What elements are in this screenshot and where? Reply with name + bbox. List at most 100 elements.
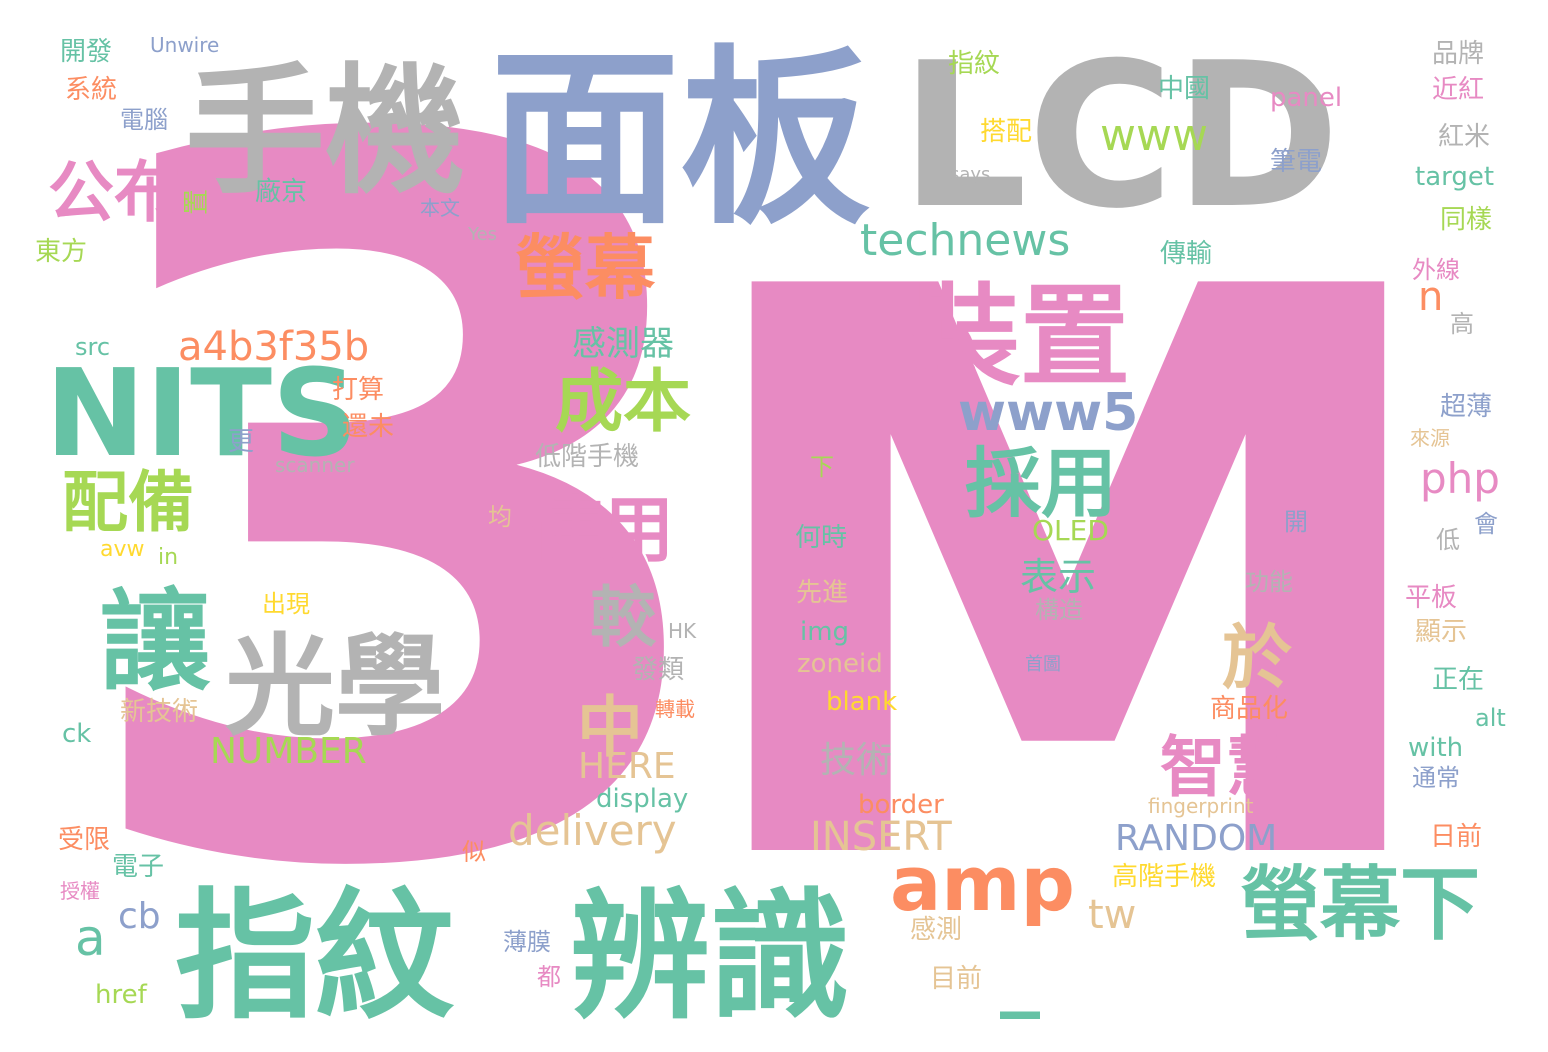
word-19: 配備: [62, 464, 194, 541]
word-85: 似: [462, 838, 486, 866]
word-95: target: [1415, 162, 1494, 192]
word-79: 薄膜: [503, 928, 551, 956]
word-7: 辨識: [570, 876, 850, 1039]
word-100: 來源: [1410, 426, 1450, 450]
word-9: 光學: [225, 623, 445, 751]
word-75: fingerprint: [1148, 794, 1254, 818]
word-32: HERE: [578, 746, 676, 787]
word-106: 平板: [1405, 583, 1457, 613]
word-105: 構造: [1035, 596, 1083, 624]
word-46: 置: [182, 189, 212, 215]
word-74: display: [596, 784, 688, 814]
word-12: 螢幕下: [1240, 858, 1480, 951]
word-28: delivery: [508, 806, 677, 855]
word-55: scanner: [275, 453, 355, 477]
word-88: 搭配: [980, 117, 1032, 147]
word-16: 成本: [555, 363, 691, 442]
word-58: 均: [488, 503, 512, 531]
word-18: 使用: [530, 488, 674, 572]
word-30: RANDOM: [1115, 818, 1277, 859]
word-6: 指紋: [175, 876, 455, 1039]
word-2: _: [1000, 926, 1040, 1019]
word-57: 下: [810, 453, 834, 481]
word-111: 通常: [1412, 764, 1460, 792]
word-67: 何時: [795, 523, 847, 553]
word-109: alt: [1475, 704, 1506, 732]
word-35: n: [1418, 274, 1443, 320]
word-110: with: [1408, 733, 1463, 763]
word-47: 本文: [420, 196, 460, 220]
word-97: 外線: [1412, 256, 1460, 284]
word-29: INSERT: [810, 814, 952, 860]
word-14: 公布: [48, 154, 180, 231]
word-101: 開: [1284, 508, 1308, 536]
word-59: avw: [100, 537, 145, 562]
word-108: 正在: [1432, 665, 1484, 695]
word-114: 首圖: [1025, 654, 1061, 675]
word-39: 表示: [1020, 555, 1096, 599]
word-51: src: [75, 333, 110, 361]
word-23: 中: [577, 689, 643, 766]
word-68: OLED: [1032, 514, 1109, 547]
word-40: 技術: [820, 740, 892, 781]
word-93: 近紅: [1432, 75, 1484, 105]
word-31: NUMBER: [210, 731, 367, 772]
word-45: 廠京: [255, 177, 307, 207]
word-64: HK: [668, 619, 697, 643]
word-90: 筆電: [1270, 147, 1322, 177]
word-66: 轉載: [655, 697, 695, 721]
word-77: 感測: [910, 915, 962, 945]
word-26: www: [1100, 110, 1208, 161]
word-38: 感測器: [572, 324, 674, 364]
word-103: 會: [1474, 510, 1498, 538]
word-92: 品牌: [1432, 39, 1484, 69]
word-94: 紅米: [1438, 122, 1490, 152]
word-70: img: [800, 617, 849, 647]
word-5: 手機: [185, 51, 465, 214]
word-36: a: [75, 909, 106, 967]
word-112: 日前: [1430, 822, 1482, 852]
word-63: 新技術: [120, 697, 198, 727]
word-27: a4b3f35b: [178, 324, 369, 370]
word-80: 都: [537, 963, 561, 991]
word-98: 高: [1450, 310, 1474, 338]
word-56: 低階手機: [535, 442, 639, 472]
word-96: 同樣: [1440, 205, 1492, 235]
word-3: 面板: [490, 29, 870, 250]
word-15: 螢幕: [515, 227, 656, 309]
word-17: 採用: [965, 439, 1117, 528]
word-53: 還未: [342, 412, 394, 442]
word-42: Unwire: [150, 33, 219, 57]
word-11: 裝置: [910, 273, 1130, 401]
word-81: href: [95, 980, 148, 1010]
word-13: amp: [890, 839, 1075, 928]
word-113: 商品化: [1210, 694, 1288, 724]
word-104: 功能: [1245, 568, 1293, 596]
word-10: 讓: [100, 578, 211, 706]
word-73: border: [858, 790, 944, 820]
word-83: 電子: [112, 852, 164, 882]
word-99: 超薄: [1440, 392, 1492, 422]
word-0: 3: [60, 0, 742, 1052]
word-52: 打算: [332, 375, 384, 405]
word-71: zoneid: [797, 649, 883, 679]
word-61: 出現: [262, 590, 310, 618]
word-87: 中國: [1158, 74, 1210, 104]
word-25: technews: [860, 215, 1070, 266]
word-50: 東方: [35, 237, 87, 267]
word-107: 顯示: [1415, 617, 1467, 647]
word-4: LCD: [900, 20, 1340, 253]
word-44: 電腦: [120, 106, 168, 134]
word-102: 低: [1436, 526, 1460, 554]
word-78: 目前: [930, 964, 982, 994]
word-24: www5: [958, 383, 1138, 443]
word-37: cb: [118, 896, 161, 937]
word-49: says: [950, 164, 990, 185]
word-84: 授權: [60, 879, 100, 903]
word-69: 先進: [796, 578, 848, 608]
word-54: 更: [228, 427, 254, 457]
word-82: 受限: [58, 825, 110, 855]
word-43: 系統: [65, 75, 117, 105]
